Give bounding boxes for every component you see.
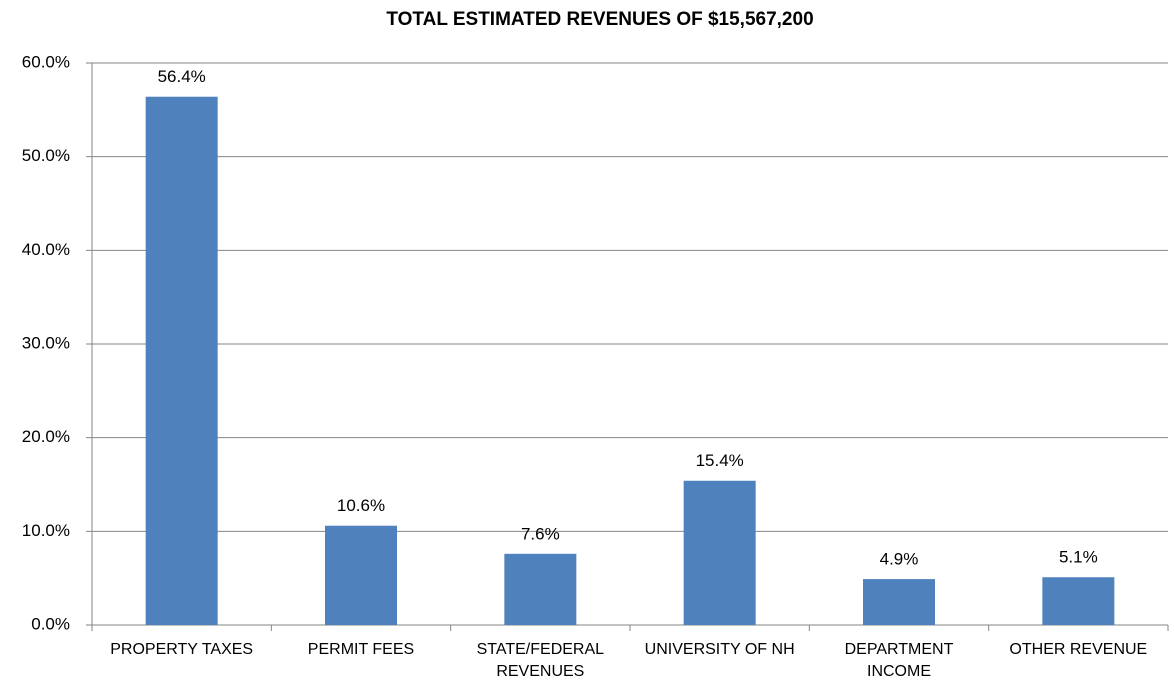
- bar: [145, 96, 218, 626]
- value-label: 56.4%: [158, 67, 206, 86]
- y-tick-label: 60.0%: [22, 52, 70, 71]
- y-tick-label: 30.0%: [22, 333, 70, 352]
- x-tick-label: DEPARTMENT INCOME: [844, 641, 954, 680]
- x-tick-label: UNIVERSITY OF NH: [644, 641, 795, 658]
- value-label: 7.6%: [521, 524, 560, 543]
- value-label: 5.1%: [1059, 548, 1098, 567]
- x-tick-label: OTHER REVENUE: [1009, 641, 1148, 658]
- y-tick-label: 50.0%: [22, 146, 70, 165]
- value-label: 4.9%: [880, 550, 919, 569]
- x-tick-label: PROPERTY TAXES: [110, 641, 254, 658]
- bar: [1042, 577, 1115, 625]
- bar: [504, 553, 577, 625]
- y-tick-label: 0.0%: [31, 614, 70, 633]
- x-tick-label: STATE/FEDERAL REVENUES: [476, 641, 605, 680]
- x-tick-label: PERMIT FEES: [307, 641, 415, 658]
- y-tick-label: 20.0%: [22, 427, 70, 446]
- value-label: 10.6%: [337, 496, 385, 515]
- chart-title: TOTAL ESTIMATED REVENUES OF $15,567,200: [386, 9, 813, 30]
- y-tick-label: 40.0%: [22, 240, 70, 259]
- value-label: 15.4%: [696, 451, 744, 470]
- bar: [683, 480, 756, 625]
- bar: [863, 579, 935, 625]
- y-tick-label: 10.0%: [22, 521, 70, 540]
- bar: [325, 525, 397, 625]
